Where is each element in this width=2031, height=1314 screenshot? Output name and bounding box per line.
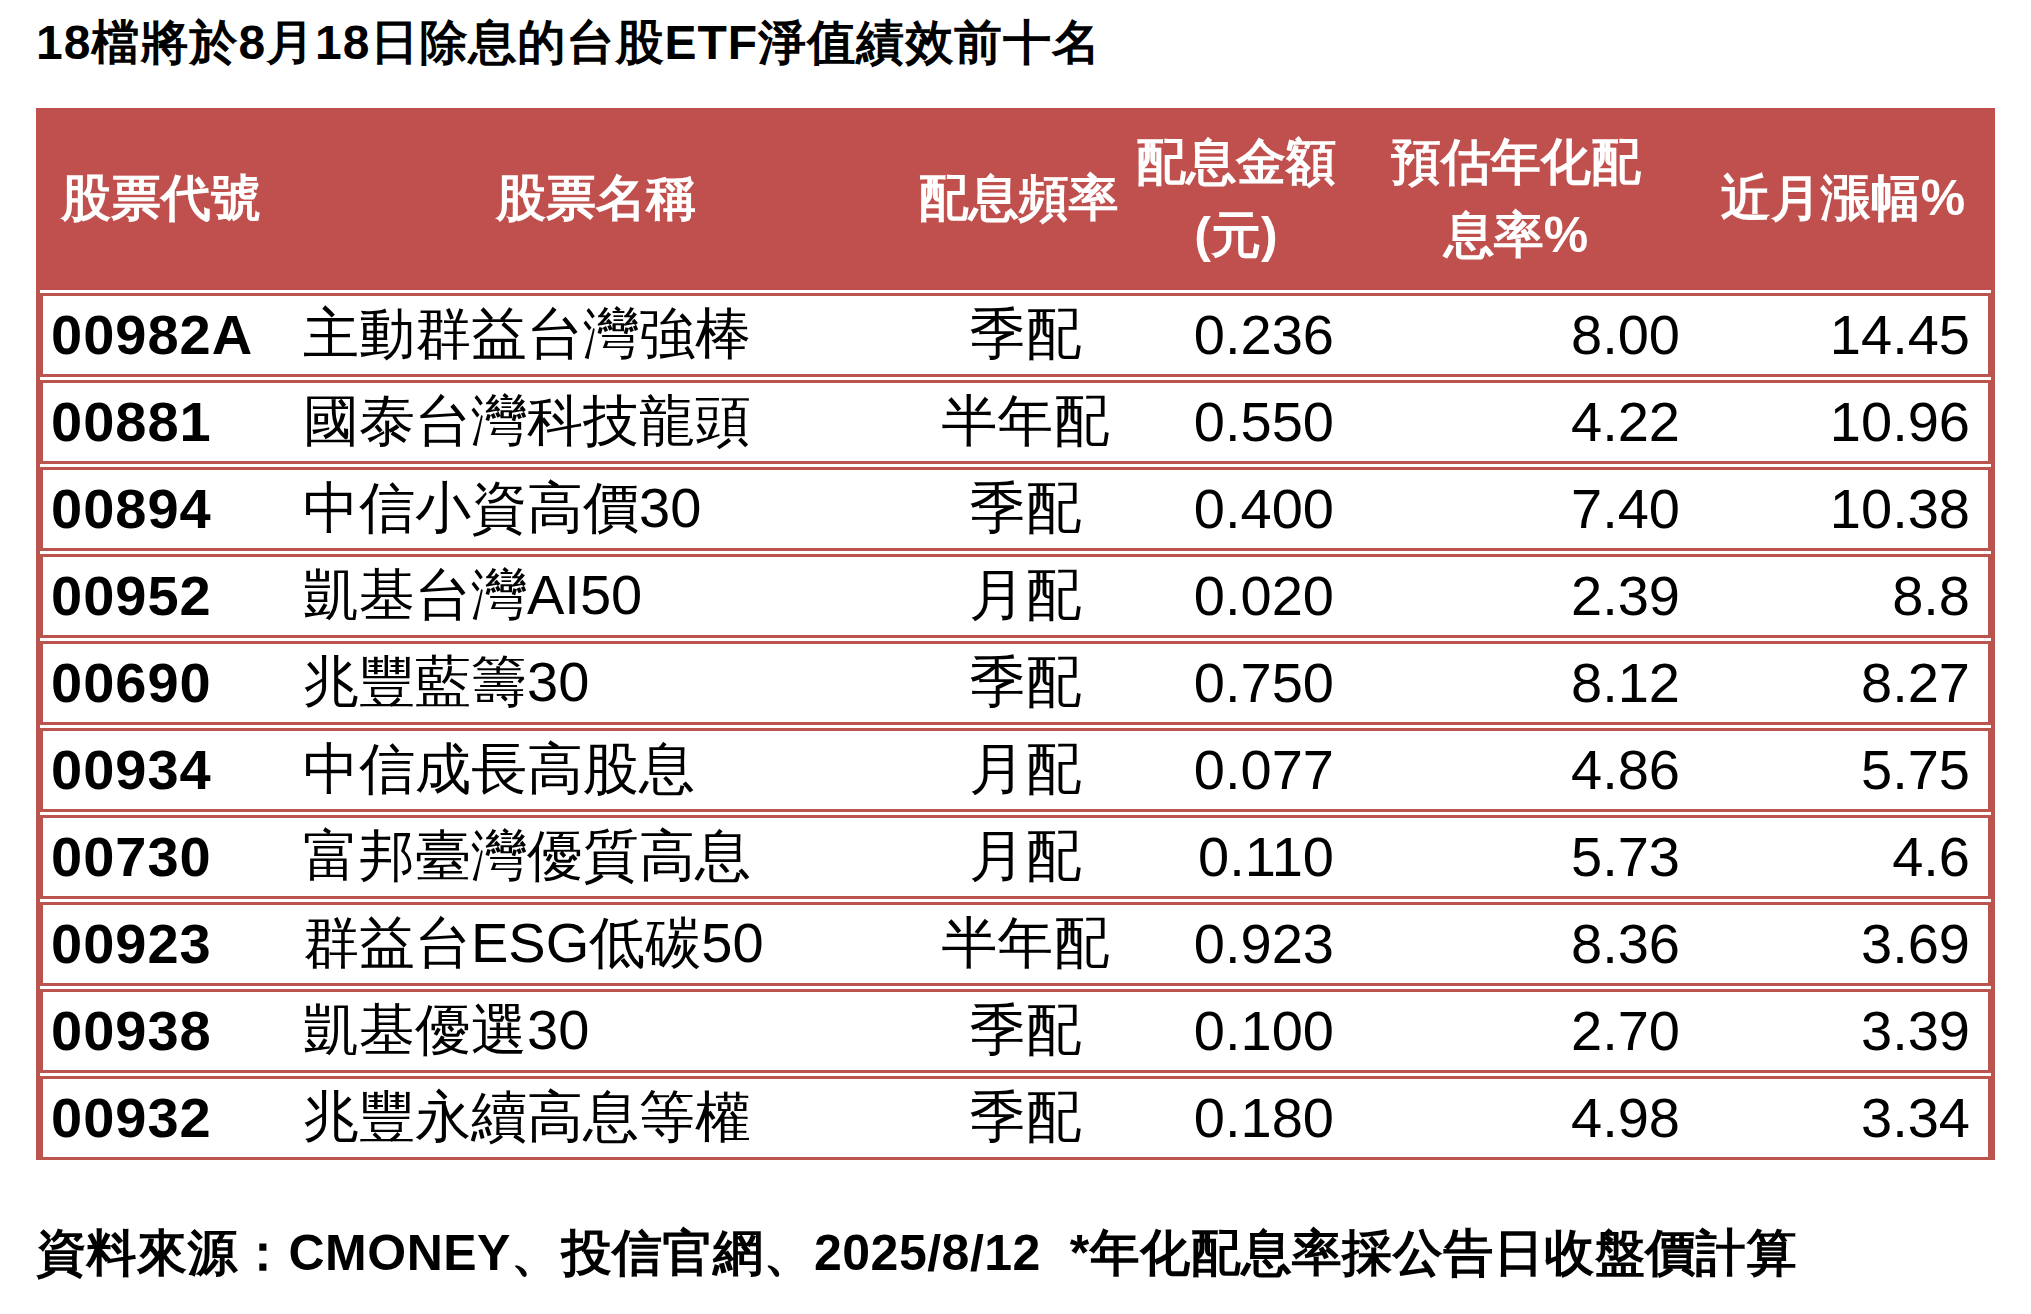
cell-monthly-gain: 8.8 <box>1698 563 1988 628</box>
cell-dividend-frequency: 季配 <box>913 1080 1138 1156</box>
header-dividend-amount: 配息金額 (元) <box>1131 108 1341 290</box>
cell-dividend-amount: 0.550 <box>1138 389 1348 454</box>
cell-stock-code: 00881 <box>43 389 293 454</box>
header-dividend-amount-line1: 配息金額 <box>1136 126 1336 199</box>
cell-stock-name: 主動群益台灣強棒 <box>293 297 913 373</box>
header-stock-name-label: 股票名稱 <box>496 162 696 235</box>
cell-dividend-frequency: 月配 <box>913 732 1138 808</box>
table-row: 00932 兆豐永續高息等權 季配 0.180 4.98 3.34 <box>40 1076 1991 1160</box>
cell-estimated-yield: 2.70 <box>1348 998 1698 1063</box>
etf-table: 股票代號 股票名稱 配息頻率 配息金額 (元) 預估年化配 息率% 近月漲幅% … <box>36 108 1995 1160</box>
header-stock-name: 股票名稱 <box>286 108 906 290</box>
cell-dividend-amount: 0.180 <box>1138 1085 1348 1150</box>
cell-dividend-frequency: 季配 <box>913 471 1138 547</box>
cell-stock-name: 中信小資高價30 <box>293 471 913 547</box>
etf-dividend-table-page: 18檔將於8月18日除息的台股ETF淨值績效前十名 股票代號 股票名稱 配息頻率… <box>0 0 2031 1287</box>
cell-stock-code: 00923 <box>43 911 293 976</box>
cell-monthly-gain: 10.38 <box>1698 476 1988 541</box>
cell-dividend-amount: 0.020 <box>1138 563 1348 628</box>
cell-stock-name: 國泰台灣科技龍頭 <box>293 384 913 460</box>
cell-stock-name: 兆豐永續高息等權 <box>293 1080 913 1156</box>
table-row: 00938 凱基優選30 季配 0.100 2.70 3.39 <box>40 989 1991 1073</box>
cell-monthly-gain: 4.6 <box>1698 824 1988 889</box>
cell-stock-name: 中信成長高股息 <box>293 732 913 808</box>
cell-estimated-yield: 4.86 <box>1348 737 1698 802</box>
table-row: 00894 中信小資高價30 季配 0.400 7.40 10.38 <box>40 467 1991 551</box>
cell-stock-name: 群益台ESG低碳50 <box>293 906 913 982</box>
cell-estimated-yield: 5.73 <box>1348 824 1698 889</box>
cell-stock-code: 00730 <box>43 824 293 889</box>
cell-dividend-amount: 0.750 <box>1138 650 1348 715</box>
cell-monthly-gain: 8.27 <box>1698 650 1988 715</box>
cell-stock-name: 富邦臺灣優質高息 <box>293 819 913 895</box>
header-dividend-frequency: 配息頻率 <box>906 108 1131 290</box>
header-monthly-gain-label: 近月漲幅% <box>1721 162 1965 235</box>
table-body: 00982A 主動群益台灣強棒 季配 0.236 8.00 14.45 0088… <box>40 293 1991 1160</box>
cell-monthly-gain: 14.45 <box>1698 302 1988 367</box>
cell-estimated-yield: 8.12 <box>1348 650 1698 715</box>
cell-stock-code: 00932 <box>43 1085 293 1150</box>
cell-estimated-yield: 8.00 <box>1348 302 1698 367</box>
header-estimated-yield: 預估年化配 息率% <box>1341 108 1691 290</box>
header-estimated-yield-line2: 息率% <box>1444 199 1588 272</box>
cell-stock-code: 00938 <box>43 998 293 1063</box>
cell-dividend-amount: 0.077 <box>1138 737 1348 802</box>
cell-stock-code: 00982A <box>43 302 293 367</box>
header-stock-code-label: 股票代號 <box>61 162 261 235</box>
cell-stock-code: 00934 <box>43 737 293 802</box>
header-dividend-frequency-label: 配息頻率 <box>919 162 1119 235</box>
table-row: 00982A 主動群益台灣強棒 季配 0.236 8.00 14.45 <box>40 293 1991 377</box>
cell-dividend-amount: 0.236 <box>1138 302 1348 367</box>
cell-stock-name: 兆豐藍籌30 <box>293 645 913 721</box>
cell-dividend-frequency: 季配 <box>913 993 1138 1069</box>
header-stock-code: 股票代號 <box>36 108 286 290</box>
header-estimated-yield-line1: 預估年化配 <box>1391 126 1641 199</box>
cell-dividend-frequency: 季配 <box>913 297 1138 373</box>
table-row: 00934 中信成長高股息 月配 0.077 4.86 5.75 <box>40 728 1991 812</box>
cell-stock-name: 凱基台灣AI50 <box>293 558 913 634</box>
cell-dividend-amount: 0.923 <box>1138 911 1348 976</box>
page-title: 18檔將於8月18日除息的台股ETF淨值績效前十名 <box>36 14 1995 72</box>
cell-estimated-yield: 2.39 <box>1348 563 1698 628</box>
cell-estimated-yield: 4.98 <box>1348 1085 1698 1150</box>
table-row: 00923 群益台ESG低碳50 半年配 0.923 8.36 3.69 <box>40 902 1991 986</box>
cell-monthly-gain: 3.34 <box>1698 1085 1988 1150</box>
cell-monthly-gain: 5.75 <box>1698 737 1988 802</box>
header-dividend-amount-line2: (元) <box>1194 199 1277 272</box>
header-monthly-gain: 近月漲幅% <box>1691 108 1995 290</box>
table-header-row: 股票代號 股票名稱 配息頻率 配息金額 (元) 預估年化配 息率% 近月漲幅% <box>36 108 1995 290</box>
cell-dividend-frequency: 月配 <box>913 819 1138 895</box>
table-row: 00881 國泰台灣科技龍頭 半年配 0.550 4.22 10.96 <box>40 380 1991 464</box>
cell-monthly-gain: 10.96 <box>1698 389 1988 454</box>
cell-estimated-yield: 4.22 <box>1348 389 1698 454</box>
cell-dividend-frequency: 半年配 <box>913 906 1138 982</box>
table-row: 00952 凱基台灣AI50 月配 0.020 2.39 8.8 <box>40 554 1991 638</box>
table-row: 00730 富邦臺灣優質高息 月配 0.110 5.73 4.6 <box>40 815 1991 899</box>
cell-dividend-frequency: 半年配 <box>913 384 1138 460</box>
cell-dividend-frequency: 月配 <box>913 558 1138 634</box>
cell-monthly-gain: 3.69 <box>1698 911 1988 976</box>
cell-estimated-yield: 7.40 <box>1348 476 1698 541</box>
cell-dividend-amount: 0.400 <box>1138 476 1348 541</box>
table-row: 00690 兆豐藍籌30 季配 0.750 8.12 8.27 <box>40 641 1991 725</box>
cell-stock-name: 凱基優選30 <box>293 993 913 1069</box>
source-note: 資料來源：CMONEY、投信官網、2025/8/12 *年化配息率採公告日收盤價… <box>36 1220 1995 1287</box>
cell-monthly-gain: 3.39 <box>1698 998 1988 1063</box>
cell-dividend-frequency: 季配 <box>913 645 1138 721</box>
cell-dividend-amount: 0.110 <box>1138 824 1348 889</box>
cell-stock-code: 00690 <box>43 650 293 715</box>
cell-stock-code: 00894 <box>43 476 293 541</box>
cell-estimated-yield: 8.36 <box>1348 911 1698 976</box>
cell-stock-code: 00952 <box>43 563 293 628</box>
cell-dividend-amount: 0.100 <box>1138 998 1348 1063</box>
